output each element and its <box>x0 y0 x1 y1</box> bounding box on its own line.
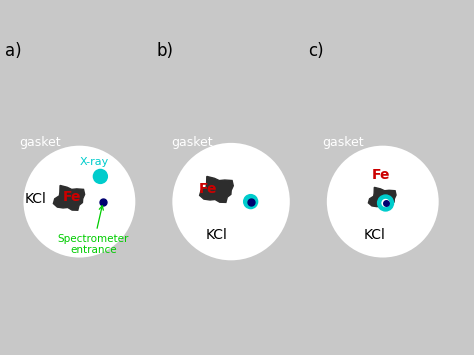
Text: X-ray: X-ray <box>80 157 109 167</box>
Circle shape <box>173 143 290 260</box>
Text: a): a) <box>5 42 21 60</box>
Circle shape <box>243 194 258 209</box>
Text: b): b) <box>156 42 173 60</box>
Text: Spectrometer
entrance: Spectrometer entrance <box>58 206 129 255</box>
Text: KCl: KCl <box>25 192 47 206</box>
Polygon shape <box>200 176 233 202</box>
Circle shape <box>377 194 394 212</box>
Text: gasket: gasket <box>19 136 61 149</box>
Circle shape <box>23 146 136 257</box>
Circle shape <box>382 199 390 207</box>
Polygon shape <box>54 185 85 210</box>
Text: KCl: KCl <box>206 228 228 242</box>
Text: gasket: gasket <box>171 136 212 149</box>
Text: Fe: Fe <box>372 168 390 182</box>
Text: gasket: gasket <box>323 136 364 149</box>
Text: c): c) <box>308 42 324 60</box>
Circle shape <box>93 169 108 184</box>
Text: Fe: Fe <box>63 190 81 204</box>
Text: Fe: Fe <box>199 182 218 196</box>
Polygon shape <box>368 187 396 209</box>
Text: KCl: KCl <box>363 228 385 242</box>
Circle shape <box>327 146 439 257</box>
